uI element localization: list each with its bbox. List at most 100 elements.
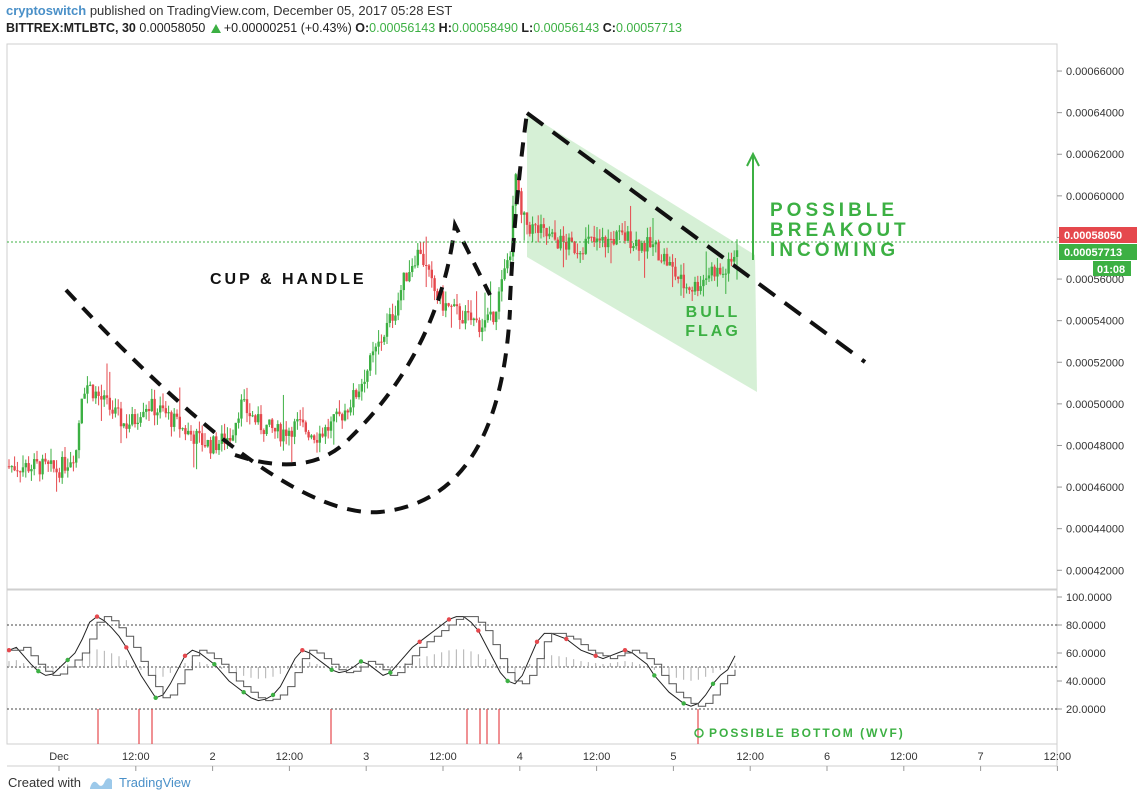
tradingview-brand-link[interactable]: TradingView — [118, 775, 191, 790]
candle-body — [573, 241, 576, 254]
candle-body — [385, 322, 389, 337]
candle-body — [329, 421, 333, 431]
candle-body — [212, 436, 215, 454]
indicator-dot — [564, 636, 569, 642]
candle-body — [685, 287, 688, 289]
last-price-badge — [1059, 227, 1137, 243]
candle-body — [416, 249, 419, 266]
countdown-badge — [1093, 261, 1131, 276]
candle-body — [696, 281, 699, 291]
candle-body — [355, 390, 358, 398]
candle-body — [343, 410, 347, 421]
candle-body — [139, 417, 142, 423]
candle-body — [91, 384, 95, 399]
candle-body — [587, 236, 590, 239]
candle-body — [44, 458, 47, 462]
indicator-dot — [388, 670, 393, 675]
candle-body — [66, 467, 69, 471]
candle-body — [702, 279, 705, 287]
indicator-signal-line — [9, 616, 736, 707]
indicator-dot — [270, 692, 276, 698]
candle-body — [413, 265, 417, 267]
price-tick-label: 0.00056000 — [1066, 274, 1124, 286]
candle-body — [511, 205, 515, 257]
candle-body — [688, 287, 691, 291]
candle-body — [422, 253, 425, 266]
candle-body — [299, 419, 302, 421]
ohlc-legend: BITTREX:MTLBTC, 30 0.00058050 +0.0000025… — [6, 21, 682, 35]
candle-body — [542, 224, 545, 228]
candle-body — [458, 306, 461, 321]
candle-body — [338, 411, 341, 415]
candle-body — [265, 424, 268, 435]
high-value: 0.00058490 — [451, 21, 518, 35]
candle-body — [475, 318, 478, 321]
bottom-marker-icon — [694, 728, 704, 738]
candle-body — [181, 428, 184, 430]
candle-body — [108, 397, 111, 410]
candle-body — [240, 399, 243, 419]
up-arrow-icon — [210, 24, 221, 33]
candle-body — [668, 261, 671, 266]
candle-body — [481, 327, 484, 332]
author-link[interactable]: cryptoswitch — [6, 3, 87, 18]
indicator-dot — [505, 678, 510, 684]
candle-body — [41, 458, 44, 475]
candle-body — [391, 314, 394, 321]
indicator-dot — [446, 617, 452, 622]
candle-body — [49, 460, 53, 464]
candle-body — [170, 412, 173, 427]
candle-body — [649, 237, 652, 248]
candle-body — [307, 431, 310, 438]
time-tick-label: 12:00 — [122, 751, 150, 763]
candle-body — [397, 300, 400, 316]
candle-body — [402, 272, 405, 291]
candle-body — [327, 427, 330, 431]
indicator-axis[interactable]: 100.0000 80.0000 60.0000 40.0000 20.0000 — [1057, 592, 1112, 716]
candle-body — [464, 311, 467, 324]
close-price-badge — [1059, 244, 1137, 260]
candle-body — [352, 390, 355, 408]
breakout-label-line1: POSSIBLE — [770, 200, 898, 221]
candle-body — [419, 249, 422, 254]
candle-body — [276, 424, 279, 432]
candle-body — [570, 237, 573, 242]
candle-body — [175, 413, 179, 417]
candle-body — [374, 346, 377, 352]
candle-body — [514, 174, 517, 206]
candle-body — [436, 291, 439, 299]
open-value: 0.00056143 — [369, 21, 436, 35]
candle-body — [83, 393, 86, 399]
low-value: 0.00056143 — [533, 21, 600, 35]
candle-body — [598, 238, 601, 241]
candle-body — [492, 311, 495, 323]
candle-body — [637, 239, 641, 251]
time-axis[interactable]: Dec 12:00 2 12:00 3 12:00 4 12:00 5 12:00 6 12:00 7 1… — [49, 751, 1071, 771]
candle-body — [461, 320, 464, 324]
candle-body — [654, 242, 657, 245]
candle-body — [279, 424, 282, 442]
candle-body — [369, 355, 372, 371]
indicator-tick-label: 40.0000 — [1066, 676, 1106, 688]
candle-body — [733, 256, 736, 262]
candle-body — [30, 469, 33, 472]
candle-body — [520, 191, 523, 215]
price-axis[interactable]: 0.00066000 0.00064000 0.00062000 0.00060000… — [1057, 66, 1124, 577]
candle-body — [10, 466, 13, 468]
candle-body — [156, 412, 159, 416]
candle-body — [674, 266, 677, 277]
candle-body — [394, 315, 397, 321]
candle-body — [699, 286, 702, 291]
indicator-dot — [681, 701, 686, 706]
candle-body — [548, 233, 551, 237]
indicator-reference-lines — [7, 624, 1057, 710]
candle-body — [161, 405, 165, 409]
candle-body — [111, 409, 114, 414]
candle-body — [97, 391, 100, 396]
candle-body — [621, 230, 624, 233]
candle-body — [125, 423, 128, 429]
indicator-dot — [153, 695, 158, 700]
candle-body — [500, 279, 503, 292]
candle-body — [114, 407, 117, 414]
